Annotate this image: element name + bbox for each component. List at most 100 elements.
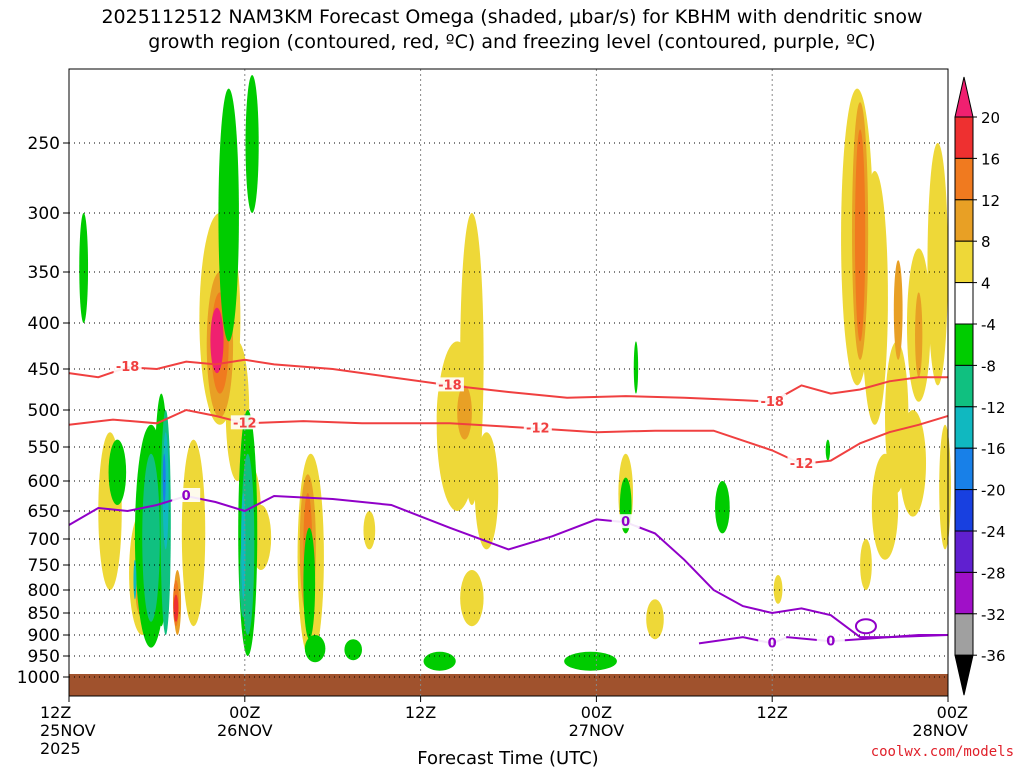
chart-title-line1: 2025112512 NAM3KM Forecast Omega (shaded… bbox=[101, 6, 923, 28]
omega-area bbox=[142, 453, 160, 622]
omega-area bbox=[474, 432, 499, 550]
colorbar-label: 4 bbox=[981, 275, 991, 293]
omega-area bbox=[633, 341, 639, 394]
omega-area bbox=[927, 143, 948, 386]
colorbar: 20 16 12 8 4 -4 -8 -12 -16 -20 -24 -28 -32 -36 bbox=[954, 76, 1006, 696]
omega-area bbox=[218, 88, 239, 342]
omega-area bbox=[939, 424, 951, 550]
contour-label-bg bbox=[611, 514, 640, 529]
y-tick-label: 400 bbox=[28, 314, 60, 334]
omega-area bbox=[173, 594, 179, 622]
omega-area bbox=[245, 75, 259, 213]
colorbar-bin bbox=[954, 364, 974, 408]
colorbar-bin bbox=[954, 406, 974, 449]
y-tick-label: 500 bbox=[28, 401, 60, 421]
omega-shading bbox=[79, 75, 951, 671]
colorbar-bin bbox=[954, 571, 974, 615]
colorbar-bin bbox=[954, 199, 974, 242]
x-tick-label: 12Z bbox=[40, 703, 71, 722]
x-tick-label: 28NOV bbox=[912, 721, 968, 740]
contour-label: -18 bbox=[438, 378, 462, 393]
y-axis: 2503003504004505005506006507007508008509… bbox=[17, 134, 69, 688]
colorbar-bin bbox=[954, 447, 974, 491]
colorbar-bottom-arrow bbox=[954, 654, 974, 696]
colorbar-bin bbox=[954, 282, 974, 325]
x-tick-label: 12Z bbox=[405, 703, 436, 722]
omega-area bbox=[860, 539, 872, 590]
y-tick-label: 950 bbox=[28, 647, 60, 667]
x-tick-label: 25NOV bbox=[40, 721, 96, 740]
omega-area bbox=[181, 439, 206, 627]
omega-area bbox=[241, 492, 246, 600]
omega-area bbox=[915, 292, 923, 378]
contour-label-bg bbox=[172, 488, 201, 502]
colorbar-label: 12 bbox=[981, 192, 1000, 210]
colorbar-label: -4 bbox=[981, 316, 996, 334]
contour-label-bg bbox=[113, 359, 142, 374]
colorbar-label: -32 bbox=[981, 606, 1006, 624]
y-tick-label: 900 bbox=[28, 626, 60, 646]
omega-area bbox=[564, 651, 617, 671]
omega-area bbox=[344, 639, 362, 661]
contour-label-bg bbox=[758, 393, 787, 408]
colorbar-top-arrow bbox=[954, 76, 974, 118]
omega-area bbox=[899, 410, 927, 517]
x-tick-label: 27NOV bbox=[569, 721, 625, 740]
x-tick-label: 26NOV bbox=[217, 721, 273, 740]
contour-label: -18 bbox=[760, 395, 784, 410]
colorbar-label: -20 bbox=[981, 482, 1006, 500]
omega-area bbox=[210, 307, 224, 374]
y-tick-label: 550 bbox=[28, 438, 60, 458]
contours: -18 -18 -18 -12 -12 -12 0 0 0 0 bbox=[68, 358, 949, 651]
x-tick-label: 2025 bbox=[40, 739, 81, 758]
colorbar-bin bbox=[954, 323, 974, 366]
x-tick-label: 12Z bbox=[757, 703, 788, 722]
colorbar-label: -24 bbox=[981, 523, 1006, 541]
contour-dgz-minus18 bbox=[68, 358, 948, 403]
contour-label: 0 bbox=[768, 636, 777, 651]
colorbar-bin bbox=[954, 157, 974, 201]
colorbar-bin bbox=[954, 613, 974, 656]
contour-freezing-loop bbox=[854, 618, 877, 635]
omega-area bbox=[460, 570, 484, 627]
colorbar-label: 8 bbox=[981, 233, 991, 251]
contour-dgz-minus12 bbox=[68, 408, 949, 466]
colorbar-label: 20 bbox=[981, 109, 1000, 127]
omega-area bbox=[436, 377, 452, 454]
y-tick-label: 600 bbox=[28, 472, 60, 492]
y-tick-label: 650 bbox=[28, 502, 60, 522]
y-tick-label: 800 bbox=[28, 581, 60, 601]
y-tick-label: 700 bbox=[28, 530, 60, 550]
credit-text: coolwx.com/models bbox=[870, 744, 1014, 760]
omega-area bbox=[854, 129, 866, 342]
colorbar-label: -8 bbox=[981, 357, 996, 375]
colorbar-bin bbox=[954, 240, 974, 284]
colorbar-bin bbox=[954, 116, 974, 159]
contour-label: -12 bbox=[233, 416, 257, 431]
omega-area bbox=[363, 511, 376, 550]
omega-area bbox=[861, 171, 888, 425]
y-tick-label: 750 bbox=[28, 556, 60, 576]
y-tick-label: 300 bbox=[28, 204, 60, 224]
omega-area bbox=[871, 453, 899, 560]
omega-area bbox=[108, 439, 127, 505]
colorbar-label: 16 bbox=[981, 150, 1000, 168]
omega-area bbox=[646, 599, 664, 640]
contour-label: -12 bbox=[526, 422, 550, 437]
contour-label: -12 bbox=[790, 457, 814, 472]
omega-area bbox=[79, 213, 89, 323]
plot-frame bbox=[68, 68, 949, 697]
omega-area bbox=[162, 453, 166, 505]
omega-area bbox=[825, 439, 831, 461]
y-tick-label: 1000 bbox=[17, 668, 60, 688]
x-tick-label: 00Z bbox=[937, 703, 968, 722]
contour-label-bg bbox=[787, 456, 816, 470]
y-tick-label: 450 bbox=[28, 360, 60, 380]
omega-area bbox=[303, 527, 316, 640]
ground-terrain bbox=[69, 674, 948, 696]
colorbar-bin bbox=[954, 530, 974, 573]
omega-area bbox=[715, 481, 730, 534]
omega-area bbox=[893, 260, 903, 360]
contour-label-bg bbox=[758, 635, 787, 650]
